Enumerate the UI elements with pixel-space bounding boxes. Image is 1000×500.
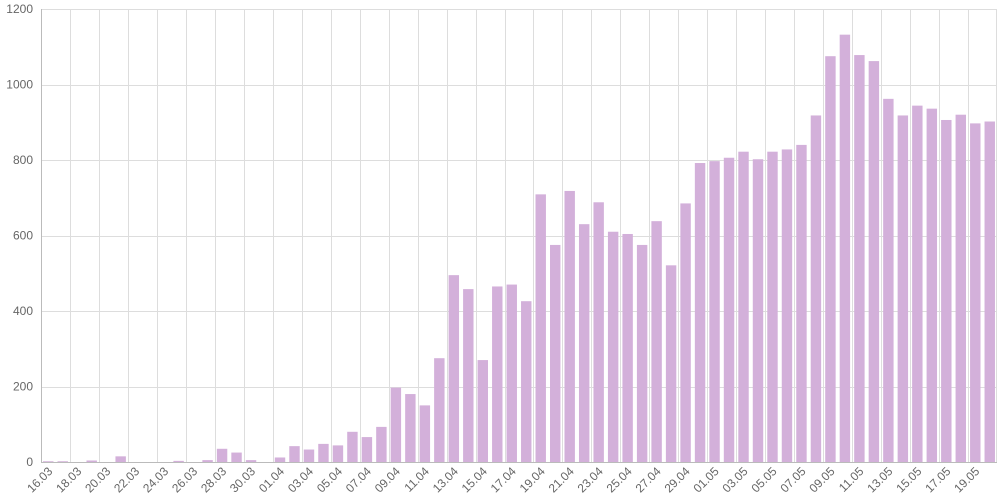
bar [868,61,880,463]
bar [477,360,488,462]
x-tick-label: 19.04 [517,464,548,495]
bar [535,194,546,462]
bar [492,286,503,462]
bar [651,221,662,462]
bar [578,224,590,462]
bar [593,202,604,462]
x-tick-label: 07.04 [343,464,374,495]
bar [926,108,938,462]
bar [738,151,749,462]
bar [318,443,329,462]
bar [796,144,807,462]
bar [767,151,778,462]
bar [564,190,575,462]
x-tick-label: 03.04 [285,464,316,495]
x-tick-label: 29.04 [662,464,693,495]
bar [694,163,706,462]
x-tick-label: 03.05 [720,464,751,495]
x-tick-label: 07.05 [777,464,808,495]
y-tick-label: 1200 [6,2,33,16]
x-tick-label: 05.04 [314,464,345,495]
x-tick-label: 17.05 [922,464,953,495]
bar [636,244,648,462]
bar [245,460,257,462]
y-tick-label: 800 [13,153,33,167]
bar [622,233,633,462]
bar [984,121,995,462]
bar [376,426,387,462]
bar [550,244,561,462]
bar [202,460,213,462]
bar [173,460,184,462]
x-tick-label: 25.04 [604,464,635,495]
bar [390,387,402,462]
bar [521,301,532,462]
bar [216,448,228,462]
bar [347,431,358,462]
x-tick-label: 23.04 [575,464,606,495]
bar [43,461,54,462]
x-tick-label: 05.05 [748,464,779,495]
bar [839,34,851,463]
bar [332,445,344,462]
y-tick-label: 200 [13,380,33,394]
bar [57,461,68,462]
bar [912,105,923,462]
bar [303,449,315,462]
bar [897,115,909,462]
x-tick-label: 11.04 [401,464,432,495]
x-tick-label: 21.04 [546,464,577,495]
bar [115,456,126,462]
bar [825,56,836,462]
y-tick-label: 600 [13,229,33,243]
x-tick-label: 09.04 [372,464,403,495]
bar [506,284,517,462]
x-tick-label: 01.05 [691,464,722,495]
bar [680,203,691,462]
bar [448,275,460,462]
x-tick-label: 19.05 [951,464,982,495]
bar [709,161,720,462]
bar [854,55,865,463]
x-tick-label: 28.03 [198,464,229,495]
bar [781,149,793,462]
x-tick-label: 17.04 [488,464,519,495]
bar [941,119,952,463]
bar [361,437,373,462]
bar [434,358,445,462]
bar [231,452,242,462]
bar [883,98,894,462]
bar [970,123,981,462]
bar [607,231,619,462]
bar [419,405,431,463]
y-tick-label: 1000 [6,78,33,92]
bar [86,460,97,462]
x-tick-label: 30.03 [227,464,258,495]
x-tick-label: 01.04 [256,464,287,495]
x-tick-label: 22.03 [111,464,142,495]
y-tick-label: 400 [13,304,33,318]
x-tick-label: 13.04 [430,464,461,495]
x-tick-label: 15.04 [459,464,490,495]
bar [955,114,966,462]
bar [289,446,300,462]
bar [463,289,474,462]
y-tick-label: 0 [26,455,33,469]
x-tick-label: 11.05 [836,464,867,495]
x-tick-label: 09.05 [806,464,837,495]
bar [752,159,764,462]
x-tick-label: 13.05 [864,464,895,495]
bar [405,394,416,462]
x-tick-label: 15.05 [893,464,924,495]
x-tick-label: 24.03 [140,464,171,495]
bar [274,457,286,462]
x-tick-label: 26.03 [169,464,200,495]
x-tick-label: 20.03 [82,464,113,495]
x-tick-label: 18.03 [53,464,84,495]
bar [810,115,822,462]
x-tick-label: 27.04 [633,464,664,495]
bar [723,157,735,463]
bar [665,265,677,462]
